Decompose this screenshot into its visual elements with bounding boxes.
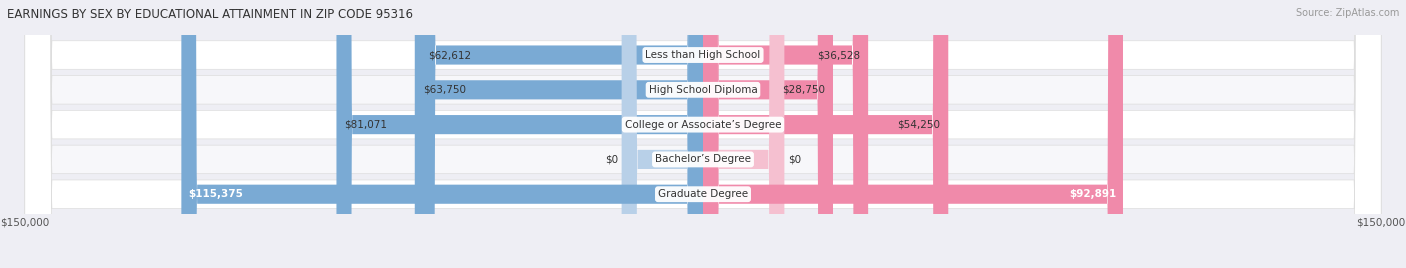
Text: $62,612: $62,612: [427, 50, 471, 60]
FancyBboxPatch shape: [703, 0, 868, 268]
Text: $92,891: $92,891: [1069, 189, 1116, 199]
Text: Bachelor’s Degree: Bachelor’s Degree: [655, 154, 751, 165]
FancyBboxPatch shape: [703, 0, 785, 268]
Text: $0: $0: [787, 154, 801, 165]
FancyBboxPatch shape: [336, 0, 703, 268]
FancyBboxPatch shape: [621, 0, 703, 268]
Text: College or Associate’s Degree: College or Associate’s Degree: [624, 120, 782, 130]
Text: $28,750: $28,750: [782, 85, 825, 95]
Text: EARNINGS BY SEX BY EDUCATIONAL ATTAINMENT IN ZIP CODE 95316: EARNINGS BY SEX BY EDUCATIONAL ATTAINMEN…: [7, 8, 413, 21]
FancyBboxPatch shape: [420, 0, 703, 268]
Text: High School Diploma: High School Diploma: [648, 85, 758, 95]
Text: $36,528: $36,528: [817, 50, 860, 60]
FancyBboxPatch shape: [25, 0, 1381, 268]
FancyBboxPatch shape: [25, 0, 1381, 268]
FancyBboxPatch shape: [181, 0, 703, 268]
Text: Graduate Degree: Graduate Degree: [658, 189, 748, 199]
FancyBboxPatch shape: [703, 0, 1123, 268]
Text: $63,750: $63,750: [423, 85, 465, 95]
Text: Source: ZipAtlas.com: Source: ZipAtlas.com: [1295, 8, 1399, 18]
Text: $54,250: $54,250: [897, 120, 941, 130]
Text: $115,375: $115,375: [188, 189, 243, 199]
FancyBboxPatch shape: [703, 0, 948, 268]
Text: Less than High School: Less than High School: [645, 50, 761, 60]
FancyBboxPatch shape: [25, 0, 1381, 268]
FancyBboxPatch shape: [25, 0, 1381, 268]
FancyBboxPatch shape: [703, 0, 832, 268]
Text: $81,071: $81,071: [344, 120, 388, 130]
FancyBboxPatch shape: [25, 0, 1381, 268]
Text: $0: $0: [605, 154, 619, 165]
FancyBboxPatch shape: [415, 0, 703, 268]
